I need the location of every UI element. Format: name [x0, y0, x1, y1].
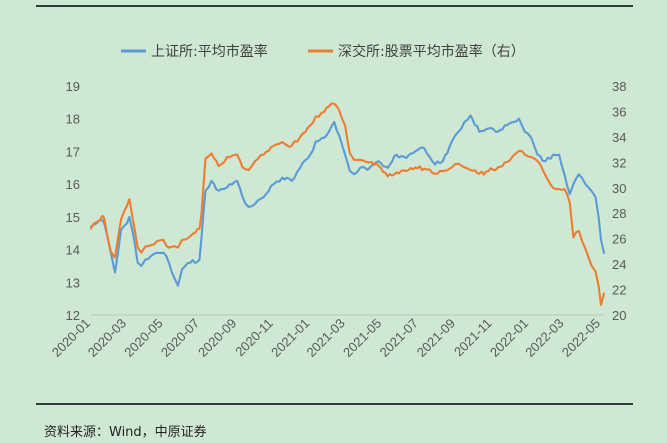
y-left-tick-label: 19 [66, 79, 80, 94]
x-tick-label: 2020-03 [85, 316, 129, 360]
x-tick-label: 2021-05 [340, 316, 384, 360]
legend-label-sh: 上证所:平均市盈率 [151, 43, 268, 60]
x-tick-label: 2020-11 [232, 316, 276, 360]
y-right-tick-label: 24 [612, 257, 626, 272]
y-axis-left: 12 13 14 15 16 17 18 19 [66, 79, 80, 323]
y-left-tick-label: 15 [66, 210, 80, 225]
x-tick-label: 2021-11 [451, 316, 495, 360]
source-note: 资料来源：Wind，中原证券 [44, 425, 207, 440]
y-right-tick-label: 28 [612, 206, 626, 221]
x-tick-label: 2020-07 [158, 316, 202, 360]
x-tick-label: 2021-07 [377, 316, 421, 360]
y-left-tick-label: 16 [66, 177, 80, 192]
y-left-tick-label: 14 [66, 243, 80, 258]
x-tick-label: 2022-05 [559, 316, 603, 360]
x-tick-label: 2022-01 [487, 316, 531, 360]
series-line-sh [89, 114, 606, 287]
y-axis-right: 20 22 24 26 28 30 32 34 36 38 [612, 79, 626, 323]
y-right-tick-label: 20 [612, 308, 626, 323]
y-left-tick-label: 18 [66, 112, 80, 127]
x-tick-label: 2020-05 [121, 316, 165, 360]
x-tick-label: 2022-03 [522, 316, 566, 360]
x-tick-label: 2020-09 [195, 316, 239, 360]
y-right-tick-label: 38 [612, 79, 626, 94]
series-line-sz [89, 102, 606, 306]
x-tick-label: 2021-01 [268, 316, 312, 360]
y-right-tick-label: 36 [612, 104, 626, 119]
legend-label-sz: 深交所:股票平均市盈率（右） [338, 43, 525, 60]
y-left-tick-label: 12 [66, 308, 80, 323]
y-right-tick-label: 26 [612, 232, 626, 247]
y-right-tick-label: 30 [612, 181, 626, 196]
x-tick-label: 2021-09 [414, 316, 458, 360]
x-axis: 2020-012020-032020-052020-072020-092020-… [49, 316, 603, 360]
y-left-tick-label: 13 [66, 275, 80, 290]
legend: 上证所:平均市盈率 深交所:股票平均市盈率（右） [121, 43, 525, 60]
x-tick-label: 2021-03 [303, 316, 347, 360]
series-layer [89, 102, 606, 306]
y-left-tick-label: 17 [66, 144, 80, 159]
y-right-tick-label: 22 [612, 283, 626, 298]
y-right-tick-label: 32 [612, 155, 626, 170]
y-right-tick-label: 34 [612, 130, 626, 145]
